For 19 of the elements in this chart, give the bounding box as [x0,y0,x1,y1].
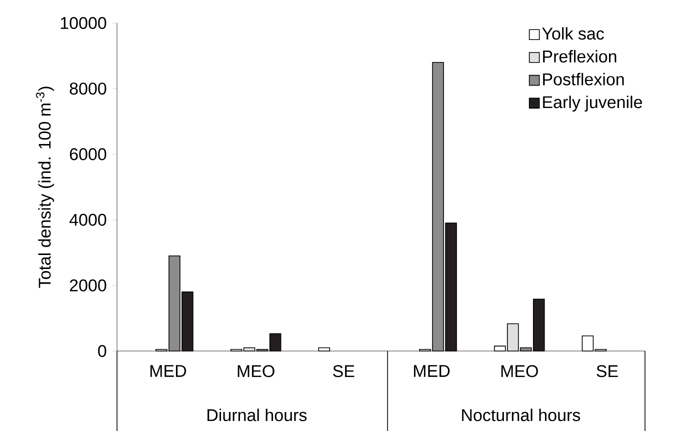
text: Nocturnal hours [462,408,580,422]
y-tick-label: 6000 [70,148,106,160]
x-tick-label: MEO [501,365,538,378]
legend-label: Postflexion [543,72,624,86]
x-tick-label: MEO [238,365,274,378]
x-tick-label: SE [596,365,618,378]
x-tick-label: SE [333,365,354,378]
legend-label: Preflexion [543,50,616,63]
text: Diurnal hours [208,408,307,422]
y-tick-label: 2000 [70,279,106,292]
x-tick-label: MED [150,365,186,377]
y-tick-label: 10000 [60,16,106,30]
y-tick-label: 0 [98,344,106,358]
x-tick-label: MED [414,365,450,377]
legend-label: Yolk sac [542,27,604,40]
y-tick-label: 8000 [70,82,106,95]
legend-label: Early juvenile [543,96,642,112]
y-axis-title: Total density (ind. 100 m$^{-3}$) [36,86,54,288]
y-tick-label: 4000 [69,214,106,226]
